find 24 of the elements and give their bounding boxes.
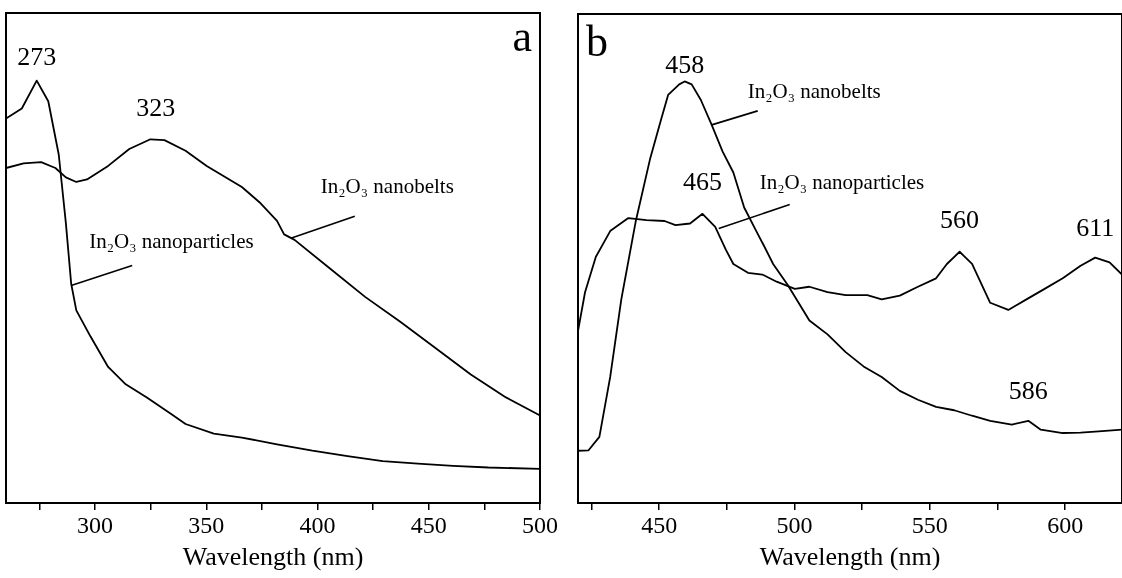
x-axis-title: Wavelength (nm) (759, 542, 941, 572)
text: a (512, 12, 532, 61)
x-tick-label: 350 (188, 511, 225, 538)
annotation: In₂O₃ nanobelts (747, 78, 881, 103)
annotation: In₂O₃ nanoparticles (89, 229, 254, 254)
x-tick-label: 600 (1047, 511, 1084, 538)
annotation: 323 (136, 93, 176, 123)
annotation: 586 (1008, 375, 1048, 405)
x-tick-label: 500 (522, 511, 558, 538)
annotation: In₂O₃ nanobelts (320, 174, 454, 199)
annotation: In₂O₃ nanoparticles (759, 169, 925, 194)
annotation: 458 (665, 50, 705, 80)
annotation: 465 (683, 166, 722, 196)
x-tick-label: 450 (410, 511, 447, 538)
annotation: 273 (17, 41, 57, 71)
text: b (586, 17, 608, 66)
x-tick-label: 450 (641, 511, 678, 538)
x-axis-title: Wavelength (nm) (182, 542, 364, 572)
x-tick-label: 500 (776, 511, 813, 538)
annotation: 611 (1076, 212, 1115, 242)
x-tick-label: 300 (77, 511, 113, 538)
annotation: 560 (940, 204, 980, 234)
x-tick-label: 550 (911, 511, 948, 538)
x-tick-label: 400 (299, 511, 336, 538)
